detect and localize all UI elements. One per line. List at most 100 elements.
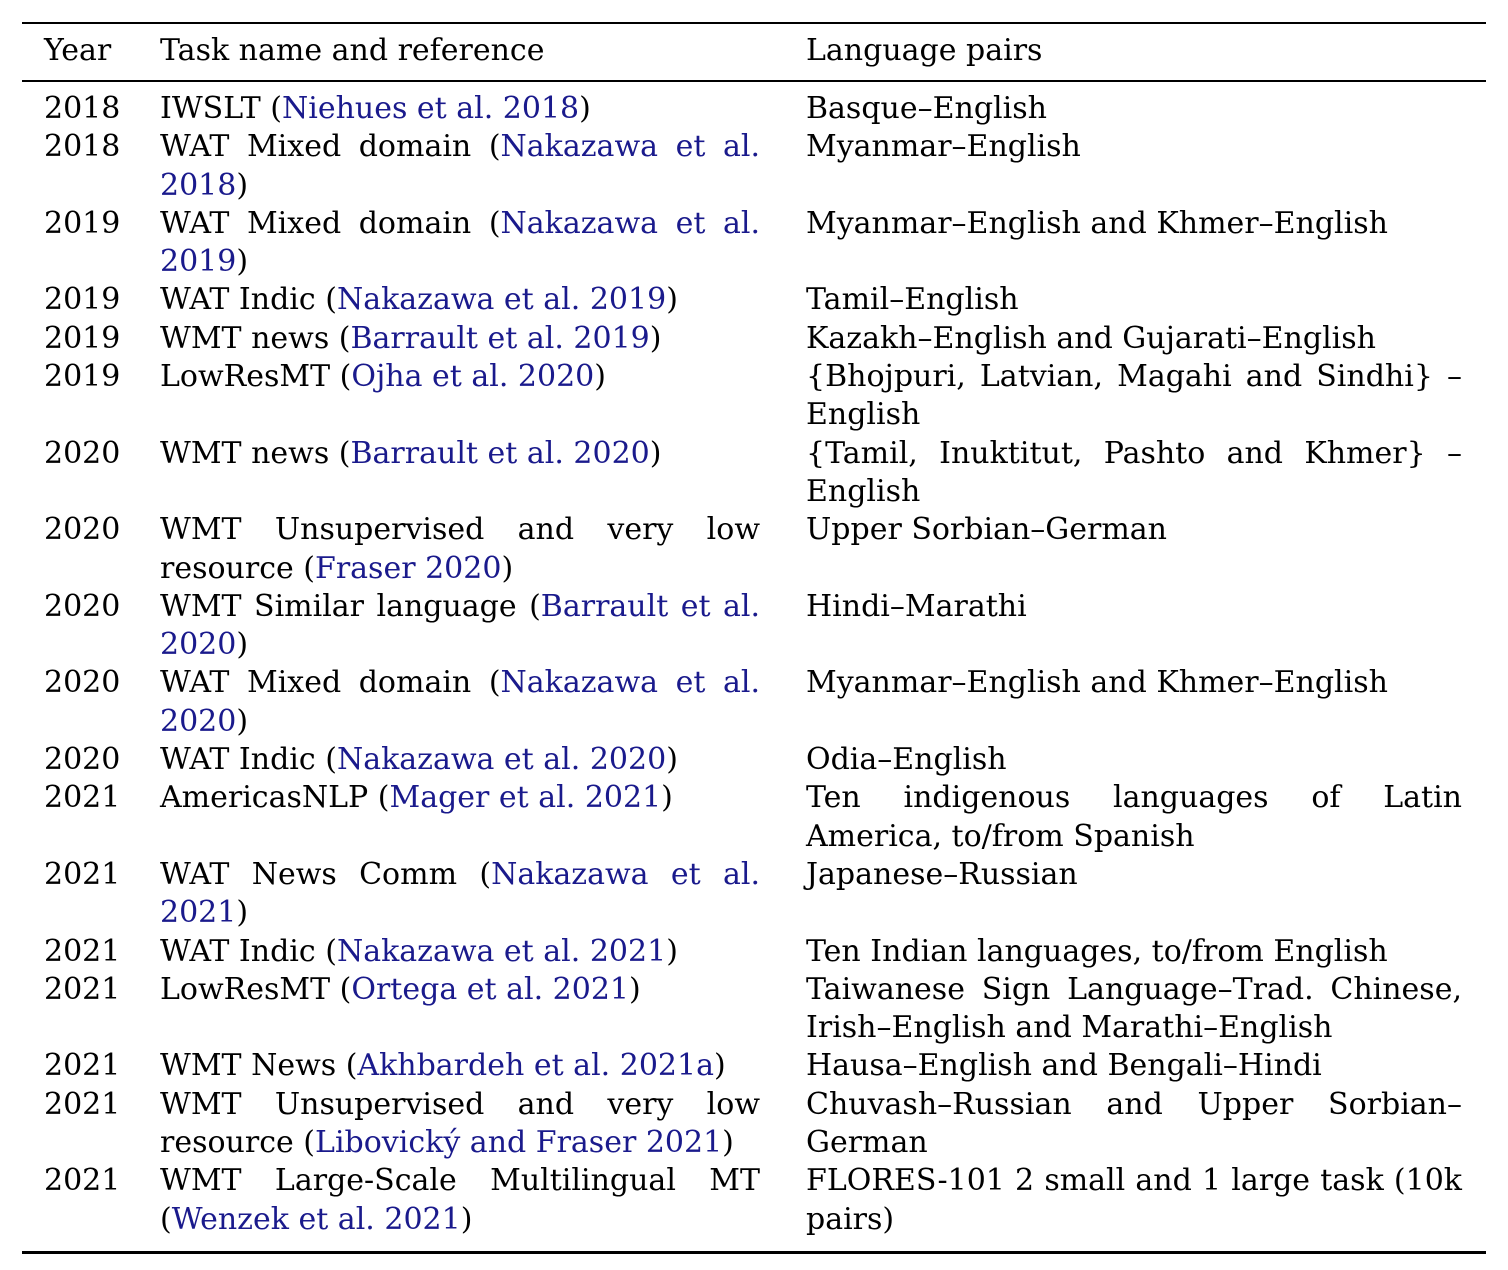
citation-link[interactable]: Barrault et al. 2019: [350, 320, 650, 356]
task-text-close: ): [594, 359, 606, 395]
cell-language-pairs: Kazakh–English and Gujarati–English: [806, 320, 1376, 356]
citation-link[interactable]: Libovický and Fraser 2021: [315, 1125, 723, 1161]
citation-link[interactable]: Nakazawa et al. 2020: [336, 742, 667, 778]
cell-task: WMT Similar language (Barrault et al. 20…: [160, 588, 760, 665]
cell-year: 2019: [44, 359, 121, 395]
cell-language-pairs: Chuvash–Russian and Upper Sorbian–German: [806, 1086, 1462, 1161]
table-row: 2019 LowResMT (Ojha et al. 2020) {Bhojpu…: [22, 358, 1486, 435]
citation-link[interactable]: Nakazawa et al. 2018: [160, 129, 760, 203]
cell-language-pairs: Myanmar–English and Khmer–English: [806, 205, 1388, 241]
table-row: 2021 AmericasNLP (Mager et al. 2021) Ten…: [22, 779, 1486, 856]
cell-year: 2020: [44, 512, 121, 548]
table-row: 2020 WMT news (Barrault et al. 2020) {Ta…: [22, 435, 1486, 512]
citation-link[interactable]: Fraser 2020: [315, 550, 502, 586]
cell-year: 2019: [44, 282, 121, 318]
cell-year: 2021: [44, 1086, 121, 1122]
citation-link[interactable]: Nakazawa et al. 2021: [160, 856, 760, 931]
citation-link[interactable]: Ortega et al. 2021: [351, 971, 629, 1007]
cell-language-pairs: Ten Indian languages, to/from English: [806, 933, 1388, 969]
task-text: LowResMT (: [160, 971, 352, 1007]
task-text-close: ): [236, 703, 249, 739]
cell-language-pairs: Myanmar–English and Khmer–English: [806, 665, 1388, 701]
task-text: WMT Unsupervised and very low resource (: [160, 1086, 760, 1161]
cell-year: 2020: [44, 435, 121, 471]
cell-language-pairs: FLORES-101 2 small and 1 large task (10k…: [806, 1163, 1462, 1237]
header-lang: Language pairs: [806, 33, 1043, 68]
task-text: WAT Indic (: [160, 282, 337, 318]
task-text: AmericasNLP (: [160, 780, 390, 816]
cell-task: WAT Mixed domain (Nakazawa et al. 2019): [160, 205, 760, 282]
table-row: 2020 WMT Similar language (Barrault et a…: [22, 588, 1486, 665]
cell-year: 2020: [44, 742, 121, 778]
task-text: WMT Unsupervised and very low resource (: [160, 512, 760, 586]
task-text-close: ): [666, 742, 678, 778]
citation-link[interactable]: Nakazawa et al. 2020: [160, 665, 760, 739]
cell-language-pairs: Tamil–English: [806, 282, 1019, 318]
cell-year: 2020: [44, 665, 121, 701]
citation-link[interactable]: Nakazawa et al. 2019: [160, 205, 760, 280]
task-text-close: ): [236, 244, 249, 280]
table-row: 2019 WMT news (Barrault et al. 2019) Kaz…: [22, 320, 1486, 358]
cell-year: 2021: [44, 933, 121, 969]
table-row: 2018 IWSLT (Niehues et al. 2018) Basque–…: [22, 90, 1486, 128]
cell-task: WMT news (Barrault et al. 2019): [160, 320, 760, 358]
cell-task: WMT Large-Scale Multilingual MT (Wenzek …: [160, 1162, 760, 1239]
cell-year: 2021: [44, 856, 121, 892]
cell-task: WAT Mixed domain (Nakazawa et al. 2018): [160, 128, 760, 205]
table-row: 2020 WAT Indic (Nakazawa et al. 2020) Od…: [22, 741, 1486, 779]
cell-language-pairs: Odia–English: [806, 742, 1007, 778]
citation-link[interactable]: Barrault et al. 2020: [160, 588, 760, 663]
task-text: WMT Similar language (: [160, 588, 541, 624]
citation-link[interactable]: Ojha et al. 2020: [351, 359, 595, 395]
citation-link[interactable]: Wenzek et al. 2021: [171, 1201, 461, 1237]
cell-year: 2021: [44, 971, 121, 1007]
cell-language-pairs: Myanmar–English: [806, 129, 1081, 165]
header-rule: [22, 80, 1486, 82]
citation-link[interactable]: Nakazawa et al. 2021: [336, 933, 667, 969]
task-text-close: ): [460, 1201, 473, 1237]
cell-task: WMT News (Akhbardeh et al. 2021a): [160, 1047, 760, 1085]
cell-language-pairs: Hausa–English and Bengali–Hindi: [806, 1048, 1322, 1084]
table-row: 2021 WMT Unsupervised and very low resou…: [22, 1086, 1486, 1163]
task-text-close: ): [236, 627, 249, 663]
task-text: WMT news (: [160, 320, 351, 356]
cell-language-pairs: {Tamil, Inuktitut, Pashto and Khmer} – E…: [806, 435, 1462, 509]
citation-link[interactable]: Mager et al. 2021: [389, 780, 662, 816]
table-header: Year Task name and reference Language pa…: [22, 28, 1486, 74]
citation-link[interactable]: Nakazawa et al. 2019: [336, 282, 667, 318]
cell-year: 2019: [44, 205, 121, 241]
table-row: 2021 LowResMT (Ortega et al. 2021) Taiwa…: [22, 971, 1486, 1048]
task-text-close: ): [649, 320, 662, 356]
cell-year: 2018: [44, 129, 121, 165]
citation-link[interactable]: Akhbardeh et al. 2021a: [357, 1048, 714, 1084]
task-text-close: ): [579, 91, 591, 126]
table-row: 2020 WAT Mixed domain (Nakazawa et al. 2…: [22, 664, 1486, 741]
task-text-close: ): [666, 933, 678, 969]
task-text-close: ): [236, 167, 249, 203]
cell-language-pairs: Taiwanese Sign Language–Trad. Chinese, I…: [806, 971, 1462, 1046]
table-row: 2020 WMT Unsupervised and very low resou…: [22, 511, 1486, 588]
task-text: WMT news (: [160, 435, 351, 471]
top-rule: [22, 22, 1486, 24]
citation-link[interactable]: Niehues et al. 2018: [281, 91, 580, 126]
task-text: IWSLT (: [160, 91, 282, 126]
task-text-close: ): [713, 1048, 726, 1084]
task-text: WMT News (: [160, 1048, 358, 1084]
table-row: 2021 WAT News Comm (Nakazawa et al. 2021…: [22, 856, 1486, 933]
task-text-close: ): [666, 282, 678, 318]
citation-link[interactable]: Barrault et al. 2020: [350, 435, 650, 471]
task-text-close: ): [649, 435, 662, 471]
task-text: WAT Mixed domain (: [160, 665, 501, 701]
cell-year: 2021: [44, 780, 121, 816]
table-row: 2021 WMT Large-Scale Multilingual MT (We…: [22, 1162, 1486, 1239]
header-year: Year: [44, 33, 112, 68]
cell-language-pairs: Ten indigenous languages of Latin Americ…: [806, 780, 1462, 854]
cell-task: IWSLT (Niehues et al. 2018): [160, 90, 760, 128]
cell-task: WAT Indic (Nakazawa et al. 2019): [160, 281, 760, 319]
cell-task: AmericasNLP (Mager et al. 2021): [160, 779, 760, 856]
task-text: WAT Indic (: [160, 933, 337, 969]
table-row: 2018 WAT Mixed domain (Nakazawa et al. 2…: [22, 128, 1486, 205]
bottom-rule: [22, 1251, 1486, 1254]
cell-task: WAT Indic (Nakazawa et al. 2020): [160, 741, 760, 779]
header-task: Task name and reference: [160, 33, 545, 68]
